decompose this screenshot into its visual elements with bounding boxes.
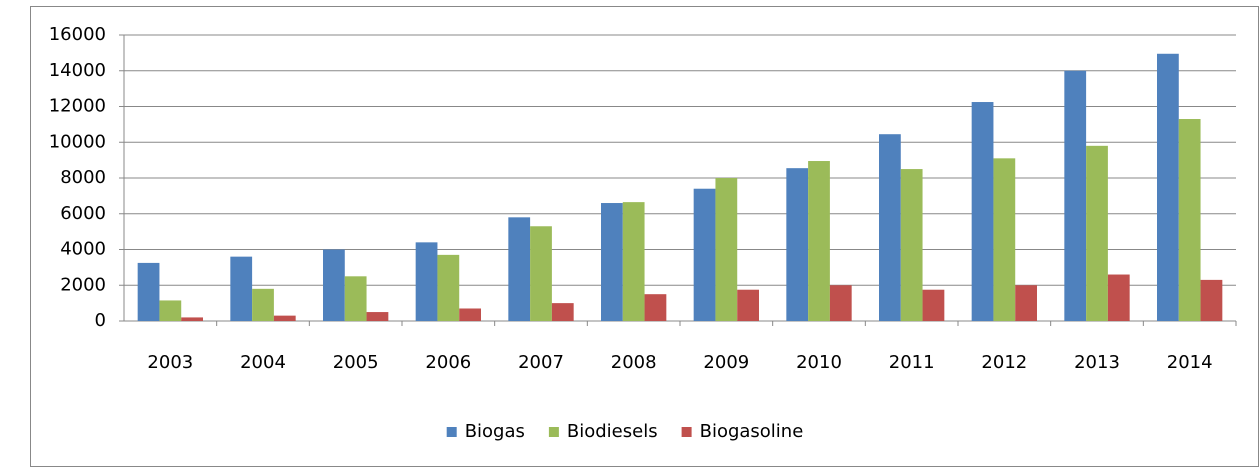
bar	[181, 317, 203, 321]
bar	[786, 168, 809, 321]
x-tick-label: 2005	[333, 352, 379, 373]
bar	[1200, 279, 1223, 321]
x-tick-label: 2011	[889, 352, 935, 373]
bar	[693, 188, 716, 321]
bar	[715, 178, 738, 321]
x-tick-label: 2009	[703, 352, 749, 373]
y-tick-label: 12000	[49, 96, 106, 117]
legend-swatch	[548, 427, 559, 437]
bar	[344, 276, 367, 321]
legend-label: Biogasoline	[700, 421, 804, 442]
y-tick-label: 10000	[49, 131, 106, 152]
x-tick-label: 2007	[518, 352, 564, 373]
bar	[971, 102, 994, 321]
bar	[437, 254, 460, 321]
bar	[922, 289, 945, 321]
y-tick-label: 4000	[60, 239, 106, 260]
bar	[1064, 70, 1087, 321]
legend-label: Biodiesels	[567, 421, 658, 442]
bar	[622, 202, 645, 321]
y-tick-label: 16000	[49, 24, 106, 45]
y-tick-label: 8000	[60, 167, 106, 188]
bar	[459, 308, 481, 321]
legend-label: Biogas	[465, 421, 525, 442]
bar	[230, 256, 253, 321]
bar	[323, 249, 345, 321]
bar	[1157, 53, 1179, 322]
bar	[551, 303, 574, 321]
bar	[159, 300, 182, 321]
x-tick-label: 2013	[1074, 352, 1120, 373]
bar	[737, 289, 759, 321]
bar	[900, 169, 923, 321]
x-tick-label: 2010	[796, 352, 842, 373]
y-tick-label: 6000	[60, 203, 106, 224]
bar	[1015, 285, 1037, 321]
bar	[252, 288, 274, 321]
bar	[1086, 145, 1108, 321]
bar	[644, 294, 667, 321]
bar	[993, 158, 1016, 321]
bar	[273, 315, 296, 321]
x-tick-label: 2006	[425, 352, 471, 373]
bar	[1178, 119, 1201, 321]
x-tick-label: 2012	[981, 352, 1027, 373]
legend-swatch	[681, 427, 692, 437]
bar	[508, 217, 531, 321]
bar	[415, 242, 438, 321]
x-tick-label: 2004	[240, 352, 286, 373]
bar	[137, 262, 160, 321]
x-tick-label: 2003	[147, 352, 193, 373]
bar	[879, 134, 901, 321]
bar	[601, 203, 623, 321]
bar	[808, 161, 830, 321]
x-tick-label: 2008	[611, 352, 657, 373]
bar	[530, 226, 552, 321]
legend-swatch	[446, 427, 457, 437]
bar	[366, 312, 389, 321]
bar	[829, 285, 852, 321]
y-tick-label: 0	[95, 310, 106, 331]
x-tick-label: 2014	[1167, 352, 1213, 373]
bar	[1107, 274, 1130, 321]
y-tick-label: 2000	[60, 274, 106, 295]
y-tick-label: 14000	[49, 60, 106, 81]
